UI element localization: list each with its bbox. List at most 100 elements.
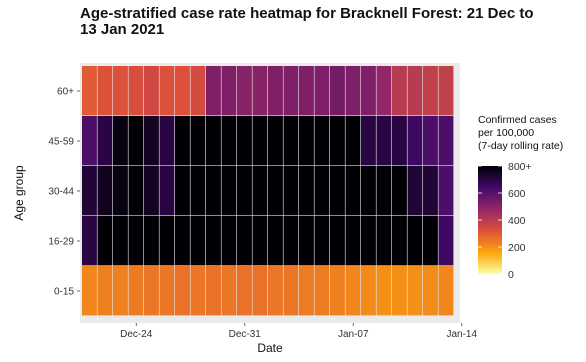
legend-title-line-1: Confirmed cases xyxy=(478,114,557,126)
heatmap-cell xyxy=(175,266,190,316)
heatmap-cell xyxy=(252,116,268,166)
heatmap-cell xyxy=(283,116,299,166)
heatmap-cell xyxy=(190,216,206,266)
x-tick-label: Dec-24 xyxy=(120,329,153,340)
heatmap-cell xyxy=(299,116,314,166)
heatmap-cell xyxy=(97,166,113,216)
heatmap-cell xyxy=(407,216,423,266)
heatmap-cell xyxy=(237,166,252,216)
heatmap-cell xyxy=(407,266,423,316)
heatmap-cell xyxy=(206,266,221,316)
heatmap-cell xyxy=(438,66,454,116)
heatmap-cell xyxy=(144,66,159,116)
heatmap-cell xyxy=(268,216,283,266)
heatmap-cell xyxy=(221,116,237,166)
heatmap-cell xyxy=(113,216,128,266)
heatmap-cell xyxy=(376,166,392,216)
heatmap-cell xyxy=(128,216,144,266)
legend: Confirmed cases per 100,000 (7-day rolli… xyxy=(478,114,563,281)
y-axis-ticks: 60+ 45-59 30-44 16-29 0-15 xyxy=(48,87,80,298)
heatmap-cell xyxy=(438,116,454,166)
heatmap-cell xyxy=(144,266,159,316)
heatmap-cell xyxy=(159,66,175,116)
heatmap-cell xyxy=(221,66,237,116)
heatmap-cell xyxy=(268,66,283,116)
heatmap-cell xyxy=(175,116,190,166)
heatmap-cell xyxy=(82,166,97,216)
heatmap-cell xyxy=(392,66,407,116)
heatmap-cell xyxy=(159,266,175,316)
heatmap-cell xyxy=(299,166,314,216)
heatmap-cell xyxy=(113,116,128,166)
heatmap-cell xyxy=(175,216,190,266)
heatmap-cell xyxy=(299,266,314,316)
heatmap-cell xyxy=(268,116,283,166)
heatmap-cell xyxy=(113,66,128,116)
heatmap-cell xyxy=(330,266,345,316)
heatmap-cell xyxy=(438,266,454,316)
heatmap-cell xyxy=(221,216,237,266)
heatmap-cell xyxy=(128,116,144,166)
heatmap-cells xyxy=(82,66,454,316)
heatmap-cell xyxy=(376,116,392,166)
heatmap-cell xyxy=(407,66,423,116)
legend-title-line-2: per 100,000 xyxy=(478,127,534,139)
heatmap-cell xyxy=(283,66,299,116)
legend-tick-label: 800+ xyxy=(508,161,532,173)
heatmap-cell xyxy=(314,116,330,166)
heatmap-cell xyxy=(144,116,159,166)
heatmap-cell xyxy=(190,116,206,166)
heatmap-cell xyxy=(376,266,392,316)
heatmap-cell xyxy=(144,216,159,266)
heatmap-cell xyxy=(268,166,283,216)
heatmap-cell xyxy=(345,166,361,216)
heatmap-cell xyxy=(221,266,237,316)
heatmap-cell xyxy=(206,66,221,116)
heatmap-cell xyxy=(206,216,221,266)
y-tick-label: 30-44 xyxy=(48,187,74,198)
heatmap-cell xyxy=(438,166,454,216)
heatmap-cell xyxy=(237,66,252,116)
x-tick-label: Dec-31 xyxy=(229,329,262,340)
heatmap-cell xyxy=(190,266,206,316)
x-axis-ticks: Dec-24 Dec-31 Jan-07 Jan-14 xyxy=(120,323,477,340)
legend-ticks: 0 200 400 600 800+ xyxy=(478,161,532,281)
heatmap-cell xyxy=(82,216,97,266)
heatmap-cell xyxy=(299,66,314,116)
legend-tick-label: 200 xyxy=(508,242,526,254)
chart-title-line-1: Age-stratified case rate heatmap for Bra… xyxy=(80,5,534,22)
heatmap-cell xyxy=(206,166,221,216)
x-tick-label: Jan-14 xyxy=(446,329,477,340)
heatmap-cell xyxy=(252,266,268,316)
heatmap-cell xyxy=(407,116,423,166)
heatmap-cell xyxy=(82,266,97,316)
heatmap-cell xyxy=(159,116,175,166)
heatmap-cell xyxy=(392,266,407,316)
heatmap-cell xyxy=(283,266,299,316)
heatmap-cell xyxy=(314,166,330,216)
heatmap-cell xyxy=(345,116,361,166)
legend-title-line-3: (7-day rolling rate) xyxy=(478,140,563,152)
heatmap-cell xyxy=(159,216,175,266)
heatmap-cell xyxy=(376,216,392,266)
heatmap-cell xyxy=(345,216,361,266)
heatmap-cell xyxy=(423,116,438,166)
heatmap-cell xyxy=(190,166,206,216)
heatmap-cell xyxy=(252,216,268,266)
heatmap-cell xyxy=(438,216,454,266)
heatmap-cell xyxy=(299,216,314,266)
y-tick-label: 60+ xyxy=(57,87,74,98)
heatmap-cell xyxy=(82,116,97,166)
heatmap-cell xyxy=(361,166,376,216)
heatmap-cell xyxy=(330,66,345,116)
heatmap-cell xyxy=(423,66,438,116)
y-tick-label: 0-15 xyxy=(54,287,74,298)
heatmap-cell xyxy=(376,66,392,116)
heatmap-cell xyxy=(330,116,345,166)
heatmap-cell xyxy=(159,166,175,216)
y-tick-label: 16-29 xyxy=(48,237,74,248)
heatmap-cell xyxy=(407,166,423,216)
heatmap-cell xyxy=(423,266,438,316)
y-tick-label: 45-59 xyxy=(48,137,74,148)
heatmap-cell xyxy=(82,66,97,116)
